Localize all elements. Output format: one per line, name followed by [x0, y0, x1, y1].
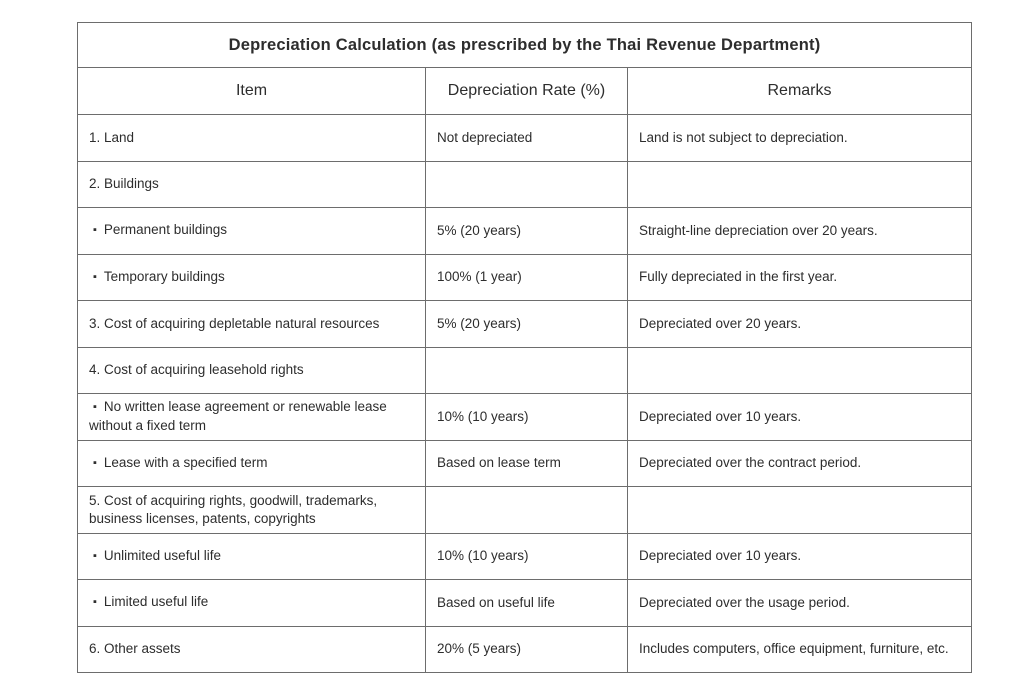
rate-cell: 10% (10 years) — [425, 393, 628, 441]
item-text: Permanent buildings — [103, 222, 227, 238]
item-text: 5. Cost of acquiring rights, goodwill, t… — [89, 492, 378, 526]
item-cell: ▪ Limited useful life — [77, 579, 426, 627]
table-row: 5. Cost of acquiring rights, goodwill, t… — [77, 486, 973, 534]
remarks-text: Includes computers, office equipment, fu… — [639, 641, 949, 657]
table-row: ▪ Limited useful life Based on useful lif… — [77, 579, 973, 627]
remarks-cell — [626, 346, 973, 394]
rate-text: 5% (20 years) — [437, 222, 522, 238]
rate-text: Based on lease term — [437, 455, 561, 471]
rate-text: 5% (20 years) — [437, 315, 522, 331]
remarks-cell: Straight-line depreciation over 20 years… — [626, 207, 973, 255]
remarks-cell: Land is not subject to depreciation. — [626, 114, 973, 162]
remarks-text: Land is not subject to depreciation. — [639, 129, 848, 145]
rate-cell: 5% (20 years) — [425, 300, 628, 348]
square-bullet-icon: ▪ — [93, 549, 97, 562]
rate-cell: 5% (20 years) — [425, 207, 628, 255]
rate-cell: Not depreciated — [425, 114, 628, 162]
square-bullet-icon: ▪ — [93, 596, 97, 609]
table-row: ▪ Temporary buildings 100% (1 year) Fully… — [77, 253, 973, 301]
rate-text: 20% (5 years) — [437, 641, 522, 657]
table-head: Depreciation Calculation (as prescribed … — [76, 22, 973, 115]
table-row: ▪ Unlimited useful life 10% (10 years) De… — [77, 532, 973, 580]
remarks-cell: Depreciated over 10 years. — [626, 532, 973, 580]
table-row: 3. Cost of acquiring depletable natural … — [77, 300, 973, 348]
rate-text: Based on useful life — [437, 594, 555, 610]
remarks-cell: Fully depreciated in the first year. — [626, 253, 973, 301]
rate-text: Not depreciated — [437, 129, 533, 145]
remarks-text: Depreciated over 10 years. — [639, 548, 802, 564]
rate-cell — [425, 486, 628, 534]
remarks-cell — [626, 486, 973, 534]
square-bullet-icon: ▪ — [93, 456, 97, 469]
square-bullet-icon: ▪ — [93, 270, 97, 283]
item-text: 2. Buildings — [89, 176, 159, 192]
square-bullet-icon: ▪ — [93, 401, 97, 414]
table-row: 6. Other assets 20% (5 years) Includes c… — [77, 625, 973, 673]
item-cell: ▪ Unlimited useful life — [77, 532, 426, 580]
remarks-text: Depreciated over the contract period. — [639, 455, 862, 471]
remarks-text: Depreciated over 20 years. — [639, 315, 802, 331]
rate-cell: 10% (10 years) — [425, 532, 628, 580]
item-text: 1. Land — [89, 129, 135, 145]
rate-cell: 20% (5 years) — [425, 625, 628, 673]
table-row: ▪ Permanent buildings 5% (20 years) Strai… — [77, 207, 973, 255]
item-text: 3. Cost of acquiring depletable natural … — [89, 315, 380, 331]
rate-cell: Based on lease term — [425, 439, 628, 487]
item-text: 6. Other assets — [89, 641, 181, 657]
table-header-row: Item Depreciation Rate (%) Remarks — [77, 67, 973, 115]
rate-cell — [425, 346, 628, 394]
item-cell: 1. Land — [77, 114, 426, 162]
remarks-cell: Depreciated over 20 years. — [626, 300, 973, 348]
table-row: 1. Land Not depreciated Land is not subj… — [77, 114, 973, 162]
item-text: Lease with a specified term — [103, 454, 268, 470]
item-cell: ▪ Permanent buildings — [77, 207, 426, 255]
table-row: ▪ No written lease agreement or renewable… — [77, 393, 973, 441]
item-text: Limited useful life — [103, 594, 209, 610]
item-text: Temporary buildings — [103, 268, 225, 284]
table-body: 1. Land Not depreciated Land is not subj… — [77, 114, 973, 673]
remarks-text: Fully depreciated in the first year. — [639, 269, 838, 285]
column-header-depreciation-rate: Depreciation Rate (%) — [425, 67, 628, 115]
rate-text: 100% (1 year) — [437, 269, 522, 285]
rate-cell: Based on useful life — [425, 579, 628, 627]
remarks-cell: Includes computers, office equipment, fu… — [626, 625, 973, 673]
item-cell: 6. Other assets — [77, 625, 426, 673]
item-cell: ▪ Lease with a specified term — [77, 439, 426, 487]
rate-text: 10% (10 years) — [437, 548, 529, 564]
item-cell: 5. Cost of acquiring rights, goodwill, t… — [77, 486, 426, 534]
remarks-cell: Depreciated over 10 years. — [626, 393, 973, 441]
remarks-text: Depreciated over the usage period. — [639, 594, 850, 610]
table-row: 2. Buildings — [77, 160, 973, 208]
item-cell: 3. Cost of acquiring depletable natural … — [77, 300, 426, 348]
remarks-text: Straight-line depreciation over 20 years… — [639, 222, 878, 238]
column-header-remarks: Remarks — [626, 67, 973, 115]
item-text: 4. Cost of acquiring leasehold rights — [89, 362, 304, 378]
rate-text: 10% (10 years) — [437, 408, 529, 424]
item-text: Unlimited useful life — [103, 547, 221, 563]
remarks-cell: Depreciated over the usage period. — [626, 579, 973, 627]
remarks-cell — [626, 160, 973, 208]
item-text: No written lease agreement or renewable … — [89, 399, 387, 434]
remarks-cell: Depreciated over the contract period. — [626, 439, 973, 487]
depreciation-table: Depreciation Calculation (as prescribed … — [76, 22, 973, 673]
table-title: Depreciation Calculation (as prescribed … — [76, 22, 973, 68]
remarks-text: Depreciated over 10 years. — [639, 408, 802, 424]
table-row: ▪ Lease with a specified term Based on le… — [77, 439, 973, 487]
item-cell: 4. Cost of acquiring leasehold rights — [77, 346, 426, 394]
column-header-item: Item — [77, 67, 426, 115]
rate-cell: 100% (1 year) — [425, 253, 628, 301]
rate-cell — [425, 160, 628, 208]
square-bullet-icon: ▪ — [93, 224, 97, 237]
table-row: 4. Cost of acquiring leasehold rights — [77, 346, 973, 394]
table-title-row: Depreciation Calculation (as prescribed … — [76, 22, 973, 68]
item-cell: 2. Buildings — [77, 160, 426, 208]
item-cell: ▪ No written lease agreement or renewable… — [77, 393, 426, 441]
item-cell: ▪ Temporary buildings — [77, 253, 426, 301]
